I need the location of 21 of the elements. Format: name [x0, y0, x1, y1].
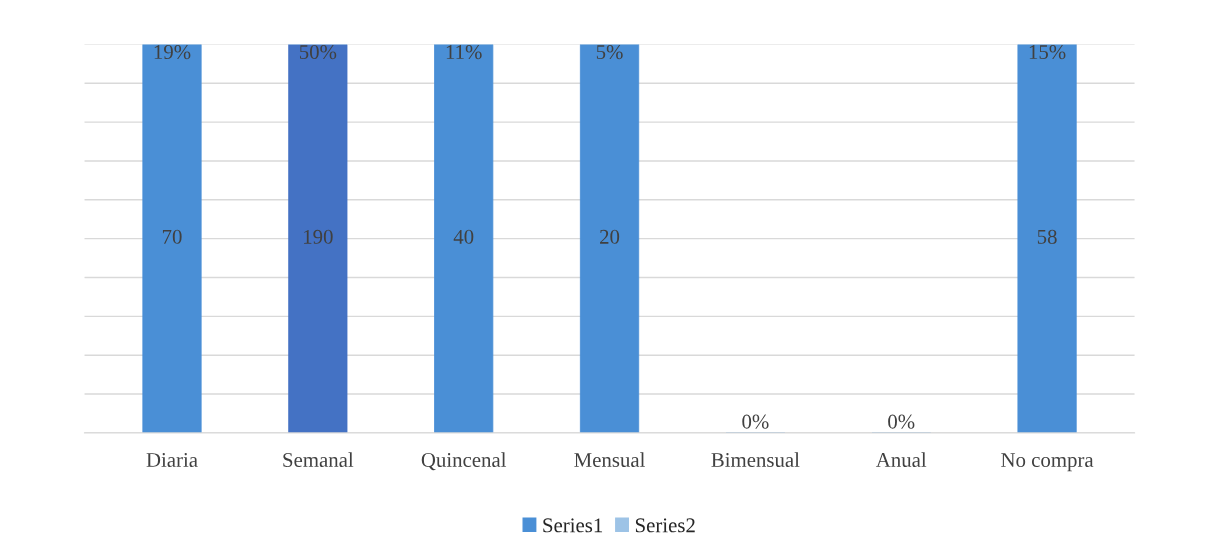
legend-label: Series2	[635, 518, 695, 533]
x-tick-label: No compra	[1001, 453, 1094, 472]
annotation: 58	[1037, 229, 1057, 244]
annotation: 20	[600, 229, 620, 244]
annotation: 5%	[596, 45, 623, 60]
x-tick-label: Semanal	[283, 452, 354, 468]
annotation: 190	[304, 229, 333, 244]
annotation: 70	[162, 229, 182, 244]
annotation: 19%	[154, 45, 191, 60]
annotation: 0%	[888, 414, 915, 429]
x-tick-label: Bimensual	[711, 452, 800, 468]
annotation: 40	[453, 229, 474, 244]
annotation: 0%	[742, 414, 769, 429]
x-tick-label: Diaria	[146, 453, 198, 468]
x-tick-label: Mensual	[574, 452, 645, 468]
x-tick-label: Quincenal	[421, 452, 507, 471]
annotation: 15%	[1029, 45, 1066, 60]
annotation: 50%	[299, 45, 337, 60]
annotation: 11%	[446, 45, 482, 60]
x-tick-label: Anual	[875, 452, 927, 468]
legend-label: Series1	[543, 518, 603, 533]
